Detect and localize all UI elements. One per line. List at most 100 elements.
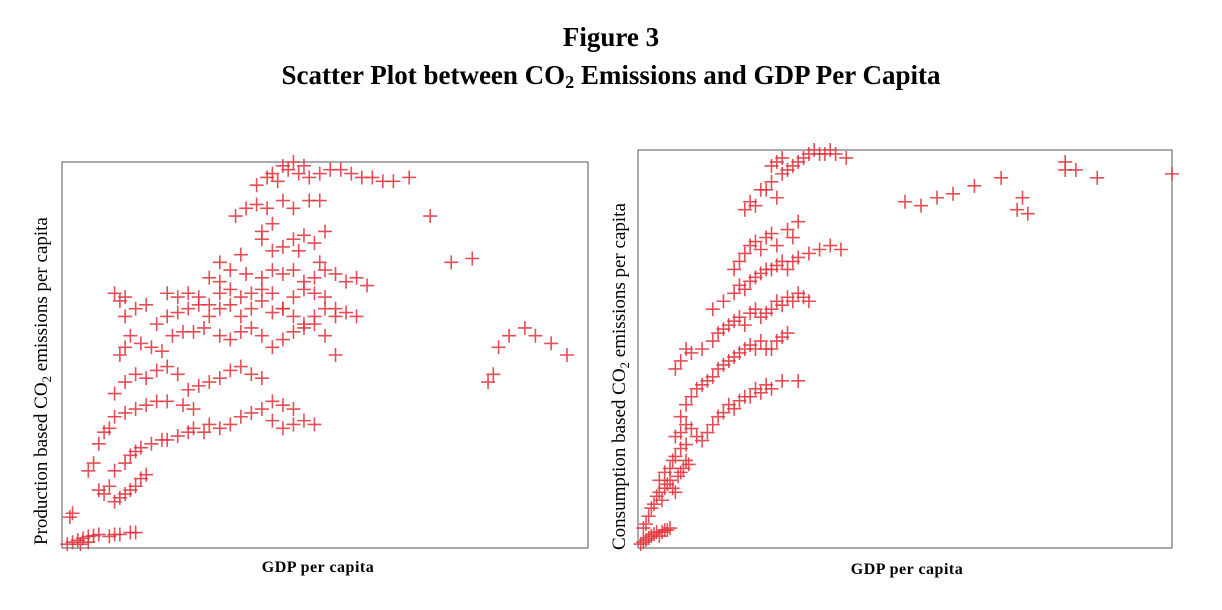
scatter-point (748, 234, 763, 249)
figure-number: Figure 3 (562, 22, 660, 52)
scatter-point (139, 297, 154, 312)
scatter-point (281, 162, 296, 177)
scatter-point (244, 405, 259, 420)
scatter-point (62, 510, 77, 525)
scatter-point (1058, 154, 1073, 169)
scatter-point (202, 270, 217, 285)
scatter-point (233, 247, 248, 262)
scatter-point (705, 334, 720, 349)
scatter-point (160, 359, 175, 374)
scatter-point (716, 294, 731, 309)
scatter-point (502, 328, 517, 343)
scatter-point (318, 263, 332, 278)
scatter-point (73, 537, 88, 552)
scatter-point (212, 421, 227, 436)
scatter-point (260, 201, 275, 216)
figure-caption-suffix: Emissions and GDP Per Capita (574, 60, 941, 90)
scatter-point (339, 274, 354, 289)
scatter-point (318, 328, 332, 343)
scatter-point (118, 456, 133, 471)
scatter-point (732, 254, 747, 269)
scatter-point (296, 413, 311, 428)
scatter-point (673, 409, 688, 424)
production-y-label-suffix: emissions per capita (31, 217, 52, 376)
scatter-point (102, 479, 117, 494)
scatter-point (286, 263, 301, 278)
scatter-point (154, 344, 169, 359)
scatter-point (748, 302, 763, 317)
scatter-point (265, 263, 280, 278)
scatter-point (91, 436, 106, 451)
scatter-point (328, 266, 343, 281)
scatter-point (254, 224, 269, 239)
scatter-point (212, 255, 227, 270)
scatter-point (743, 389, 758, 404)
scatter-point (254, 270, 269, 285)
scatter-point (170, 429, 185, 444)
scatter-point (307, 286, 322, 301)
scatter-point (275, 301, 290, 316)
production-plot-frame (61, 161, 589, 549)
scatter-point (785, 294, 800, 309)
scatter-point (780, 326, 795, 341)
scatter-point (170, 367, 185, 382)
scatter-point (81, 463, 96, 478)
scatter-point (223, 417, 238, 432)
scatter-point (791, 373, 806, 388)
scatter-point (780, 222, 795, 237)
scatter-point (265, 305, 280, 320)
scatter-point (663, 461, 678, 476)
scatter-point (107, 463, 122, 478)
scatter-point (312, 193, 327, 208)
scatter-point (1090, 170, 1105, 185)
scatter-point (270, 174, 285, 189)
scatter-point (801, 294, 816, 309)
scatter-point (128, 525, 143, 540)
scatter-point (764, 302, 779, 317)
scatter-point (107, 409, 122, 424)
scatter-point (170, 305, 185, 320)
scatter-point (402, 170, 417, 185)
scatter-point (705, 302, 720, 317)
scatter-point (544, 336, 559, 351)
scatter-point (223, 297, 238, 312)
figure-caption-subscript: 2 (565, 72, 575, 92)
scatter-point (160, 432, 175, 447)
scatter-point (775, 150, 790, 165)
scatter-point (823, 143, 838, 157)
scatter-point (296, 158, 311, 173)
scatter-point (716, 405, 731, 420)
scatter-point (123, 328, 138, 343)
scatter-point (81, 535, 96, 550)
scatter-point (149, 317, 164, 332)
scatter-point (700, 425, 715, 440)
scatter-point (286, 201, 301, 216)
scatter-point (930, 190, 945, 205)
scatter-point (139, 398, 154, 413)
scatter-point (249, 178, 264, 193)
scatter-point (655, 493, 670, 508)
scatter-point (233, 324, 248, 339)
scatter-point (737, 202, 752, 217)
scatter-point (160, 394, 175, 409)
scatter-point (212, 328, 227, 343)
scatter-point (112, 293, 127, 308)
scatter-point (128, 479, 143, 494)
scatter-point (265, 340, 280, 355)
scatter-point (679, 453, 694, 468)
scatter-point (181, 301, 196, 316)
scatter-point (386, 174, 401, 189)
scatter-point (228, 209, 243, 224)
scatter-point (254, 402, 269, 417)
scatter-point (244, 320, 259, 335)
scatter-point (275, 421, 290, 436)
scatter-point (118, 405, 133, 420)
consumption-y-label-subscript: 2 (617, 362, 632, 369)
scatter-point (107, 286, 122, 301)
scatter-point (559, 348, 574, 362)
scatter-point (186, 324, 201, 339)
consumption-plot-frame (637, 149, 1173, 549)
production-chart: Production based CO2 emissions per capit… (31, 155, 589, 576)
scatter-point (339, 305, 354, 320)
scatter-point (302, 170, 317, 185)
